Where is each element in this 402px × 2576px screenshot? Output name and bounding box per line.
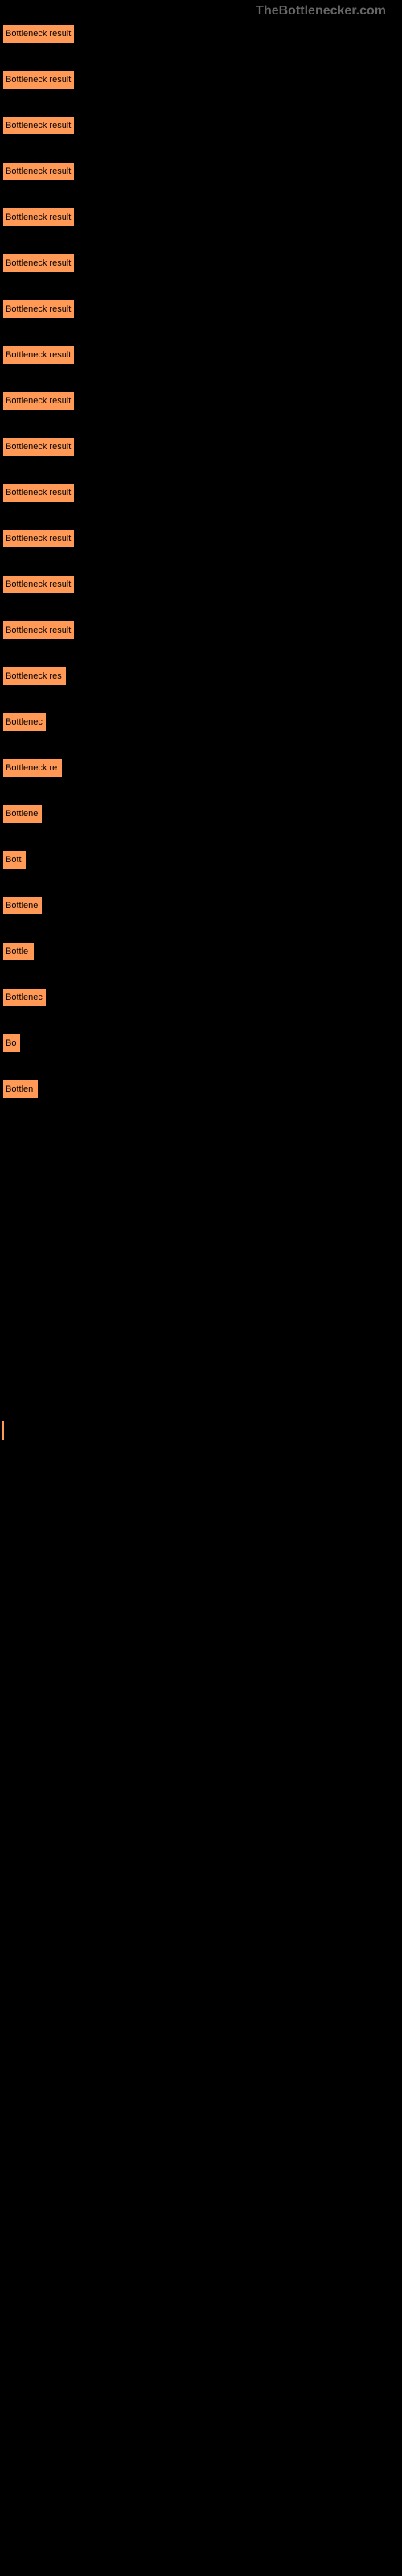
bar-row: Bottleneck result xyxy=(2,162,402,181)
chart-bar: Bottleneck result xyxy=(2,116,75,135)
bar-row: Bottleneck result xyxy=(2,483,402,502)
bar-row: Bottleneck re xyxy=(2,758,402,778)
chart-bar: Bottleneck result xyxy=(2,575,75,594)
bar-row: Bottleneck result xyxy=(2,24,402,43)
bar-row: Bottleneck result xyxy=(2,254,402,273)
watermark-text: TheBottlenecker.com xyxy=(256,4,386,19)
chart-bar: Bott xyxy=(2,850,27,869)
bar-row: Bottlene xyxy=(2,804,402,824)
bar-row: Bottlenec xyxy=(2,712,402,732)
bar-row: Bottleneck result xyxy=(2,345,402,365)
bar-row: Bottlen xyxy=(2,1080,402,1099)
bar-row: Bottle xyxy=(2,942,402,961)
chart-bar: Bottlenec xyxy=(2,712,47,732)
chart-bar: Bottleneck result xyxy=(2,391,75,411)
bar-row: Bottlene xyxy=(2,896,402,915)
tiny-bar xyxy=(2,1421,4,1440)
bar-row: Bottleneck res xyxy=(2,667,402,686)
chart-bar: Bottleneck result xyxy=(2,208,75,227)
bar-row: Bottleneck result xyxy=(2,70,402,89)
bar-row: Bottleneck result xyxy=(2,437,402,456)
bar-row: Bott xyxy=(2,850,402,869)
bar-row: Bottleneck result xyxy=(2,391,402,411)
chart-bar: Bottleneck result xyxy=(2,299,75,319)
chart-bar: Bottleneck result xyxy=(2,70,75,89)
chart-bar: Bottleneck result xyxy=(2,621,75,640)
chart-bar: Bo xyxy=(2,1034,21,1053)
chart-bar: Bottleneck res xyxy=(2,667,67,686)
bar-row: Bottleneck result xyxy=(2,299,402,319)
bar-row: Bottleneck result xyxy=(2,529,402,548)
chart-bar: Bottlen xyxy=(2,1080,39,1099)
bar-row: Bottlenec xyxy=(2,988,402,1007)
chart-bar: Bottlenec xyxy=(2,988,47,1007)
chart-bar: Bottlene xyxy=(2,804,43,824)
chart-bar: Bottle xyxy=(2,942,35,961)
bar-row: Bottleneck result xyxy=(2,575,402,594)
chart-bar: Bottleneck result xyxy=(2,483,75,502)
chart-bar: Bottleneck result xyxy=(2,529,75,548)
chart-bar: Bottleneck result xyxy=(2,24,75,43)
bar-row: Bottleneck result xyxy=(2,116,402,135)
chart-bar: Bottlene xyxy=(2,896,43,915)
tiny-bar-row xyxy=(0,1421,402,1440)
chart-bar: Bottleneck result xyxy=(2,162,75,181)
bar-row: Bottleneck result xyxy=(2,208,402,227)
bar-row: Bottleneck result xyxy=(2,621,402,640)
chart-bar: Bottleneck re xyxy=(2,758,63,778)
chart-bar: Bottleneck result xyxy=(2,345,75,365)
bar-chart: Bottleneck result Bottleneck result Bottle… xyxy=(0,0,402,1099)
bar-row: Bo xyxy=(2,1034,402,1053)
chart-bar: Bottleneck result xyxy=(2,254,75,273)
chart-bar: Bottleneck result xyxy=(2,437,75,456)
